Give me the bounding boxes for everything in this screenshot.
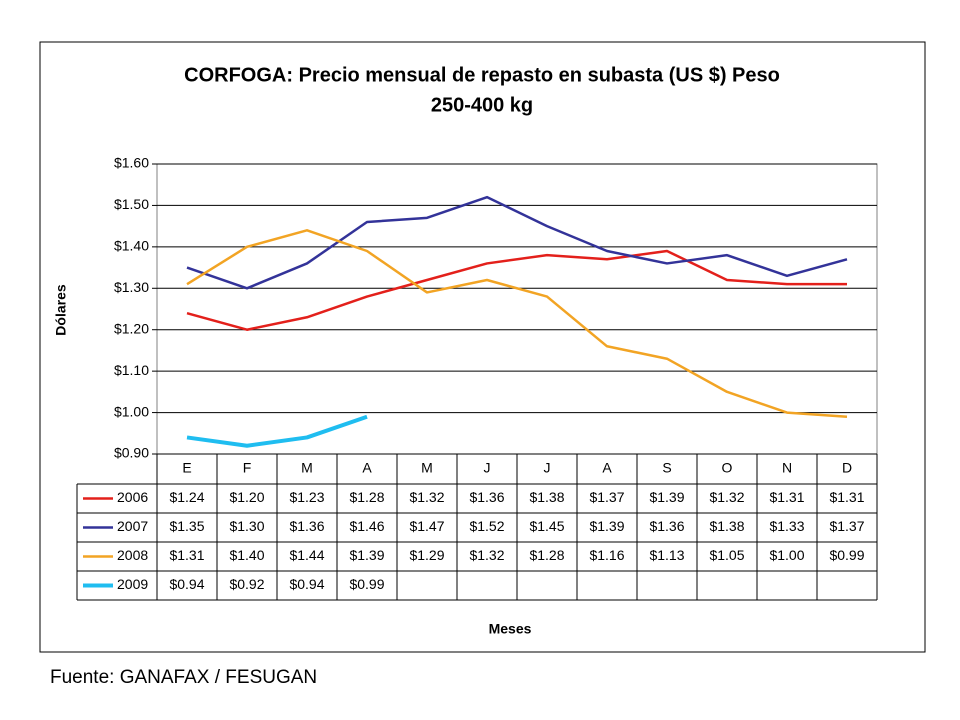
x-tick-label: J (484, 460, 491, 476)
legend-label: 2009 (117, 576, 148, 592)
x-tick-label: O (722, 460, 733, 476)
legend-label: 2006 (117, 489, 148, 505)
table-value: $1.31 (769, 489, 804, 505)
series-line (186, 195, 848, 290)
table-value: $1.24 (169, 489, 204, 505)
legend-label: 2008 (117, 547, 148, 563)
x-tick-label: J (544, 460, 551, 476)
x-axis-label: Meses (489, 621, 532, 637)
table-value: $1.37 (589, 489, 624, 505)
series-line (186, 229, 848, 418)
table-value: $1.29 (409, 547, 444, 563)
x-tick-label: M (301, 460, 313, 476)
table-value: $1.36 (469, 489, 504, 505)
plot-area (156, 163, 878, 455)
table-value: $0.99 (829, 547, 864, 563)
table-value: $0.94 (169, 576, 204, 592)
series-line (186, 414, 368, 448)
table-value: $0.92 (229, 576, 264, 592)
table-value: $1.16 (589, 547, 624, 563)
table-value: $1.13 (649, 547, 684, 563)
x-tick-label: S (662, 460, 671, 476)
table-value: $1.52 (469, 518, 504, 534)
x-tick-label: M (421, 460, 433, 476)
y-tick-label: $1.00 (114, 403, 149, 419)
x-tick-label: A (602, 460, 612, 476)
table-value: $1.28 (349, 489, 384, 505)
table-value: $1.46 (349, 518, 384, 534)
table-value: $1.31 (829, 489, 864, 505)
table-value: $1.00 (769, 547, 804, 563)
table-value: $1.39 (649, 489, 684, 505)
table-value: $1.20 (229, 489, 264, 505)
table-value: $1.35 (169, 518, 204, 534)
table-value: $0.94 (289, 576, 324, 592)
table-value: $1.28 (529, 547, 564, 563)
table-value: $1.38 (709, 518, 744, 534)
table-value: $1.32 (709, 489, 744, 505)
source: Fuente: GANAFAX / FESUGAN (50, 667, 317, 688)
table-value: $1.47 (409, 518, 444, 534)
y-tick-label: $0.90 (114, 445, 149, 461)
table-value: $1.23 (289, 489, 324, 505)
x-tick-label: F (243, 460, 252, 476)
table-value: $1.33 (769, 518, 804, 534)
table-value: $1.36 (289, 518, 324, 534)
table-value: $1.31 (169, 547, 204, 563)
y-tick-label: $1.40 (114, 238, 149, 254)
table-value: $1.05 (709, 547, 744, 563)
legend-label: 2007 (117, 518, 148, 534)
y-tick-label: $1.20 (114, 320, 149, 336)
y-axis-label: Dólares (53, 284, 69, 336)
y-tick-label: $1.50 (114, 196, 149, 212)
chart-title: 250-400 kg (431, 94, 533, 116)
table-value: $1.38 (529, 489, 564, 505)
y-tick-label: $1.30 (114, 279, 149, 295)
table-value: $1.37 (829, 518, 864, 534)
table-value: $1.30 (229, 518, 264, 534)
table-value: $1.39 (589, 518, 624, 534)
y-tick-label: $1.10 (114, 362, 149, 378)
table-value: $1.32 (469, 547, 504, 563)
table-value: $1.45 (529, 518, 564, 534)
series-line (186, 249, 847, 331)
table-value: $1.39 (349, 547, 384, 563)
table-value: $0.99 (349, 576, 384, 592)
x-tick-label: D (842, 460, 852, 476)
table-value: $1.32 (409, 489, 444, 505)
y-tick-label: $1.60 (114, 155, 149, 171)
table-value: $1.40 (229, 547, 264, 563)
x-tick-label: N (782, 460, 792, 476)
table-value: $1.36 (649, 518, 684, 534)
chart-title: CORFOGA: Precio mensual de repasto en su… (184, 64, 780, 86)
table-value: $1.44 (289, 547, 324, 563)
x-tick-label: E (182, 460, 191, 476)
x-tick-label: A (362, 460, 372, 476)
